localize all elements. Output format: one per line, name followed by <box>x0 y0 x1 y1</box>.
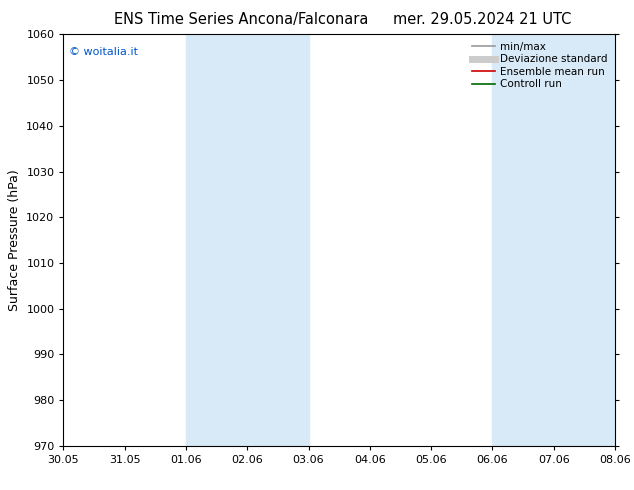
Bar <box>186 34 309 446</box>
Y-axis label: Surface Pressure (hPa): Surface Pressure (hPa) <box>8 169 21 311</box>
Bar <box>493 34 615 446</box>
Text: ENS Time Series Ancona/Falconara: ENS Time Series Ancona/Falconara <box>113 12 368 27</box>
Legend: min/max, Deviazione standard, Ensemble mean run, Controll run: min/max, Deviazione standard, Ensemble m… <box>470 40 610 92</box>
Text: © woitalia.it: © woitalia.it <box>69 47 138 57</box>
Text: mer. 29.05.2024 21 UTC: mer. 29.05.2024 21 UTC <box>392 12 571 27</box>
